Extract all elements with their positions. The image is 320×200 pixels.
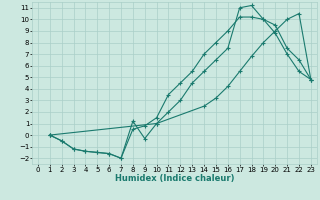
X-axis label: Humidex (Indice chaleur): Humidex (Indice chaleur) — [115, 174, 234, 183]
